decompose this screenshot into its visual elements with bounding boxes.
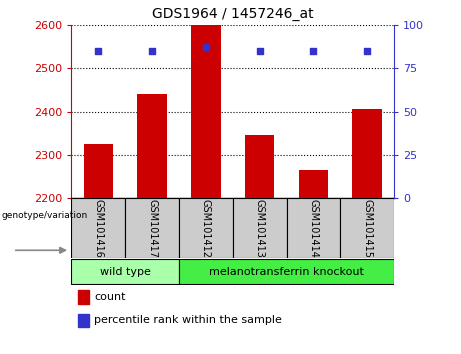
Bar xyxy=(125,198,179,258)
Bar xyxy=(353,109,382,198)
Bar xyxy=(71,198,125,258)
Point xyxy=(364,48,371,53)
Text: wild type: wild type xyxy=(100,267,151,277)
Text: melanotransferrin knockout: melanotransferrin knockout xyxy=(209,267,364,277)
Text: GSM101415: GSM101415 xyxy=(362,199,372,258)
Bar xyxy=(71,259,179,285)
Text: genotype/variation: genotype/variation xyxy=(1,211,88,220)
Text: percentile rank within the sample: percentile rank within the sample xyxy=(94,315,282,325)
Bar xyxy=(233,198,287,258)
Bar xyxy=(179,198,233,258)
Bar xyxy=(179,259,394,285)
Bar xyxy=(287,198,340,258)
Bar xyxy=(78,314,89,327)
Point xyxy=(256,48,263,53)
Text: GSM101412: GSM101412 xyxy=(201,199,211,258)
Text: GSM101416: GSM101416 xyxy=(93,199,103,258)
Text: GSM101417: GSM101417 xyxy=(147,199,157,258)
Bar xyxy=(299,170,328,198)
Bar xyxy=(78,291,89,304)
Bar xyxy=(191,25,221,198)
Point xyxy=(148,48,156,53)
Bar xyxy=(340,198,394,258)
Bar xyxy=(83,144,113,198)
Point xyxy=(95,48,102,53)
Text: count: count xyxy=(94,292,125,302)
Bar xyxy=(137,94,167,198)
Text: GSM101413: GSM101413 xyxy=(254,199,265,258)
Bar xyxy=(245,135,274,198)
Title: GDS1964 / 1457246_at: GDS1964 / 1457246_at xyxy=(152,7,313,21)
Point xyxy=(202,45,210,50)
Text: GSM101414: GSM101414 xyxy=(308,199,319,258)
Point xyxy=(310,48,317,53)
